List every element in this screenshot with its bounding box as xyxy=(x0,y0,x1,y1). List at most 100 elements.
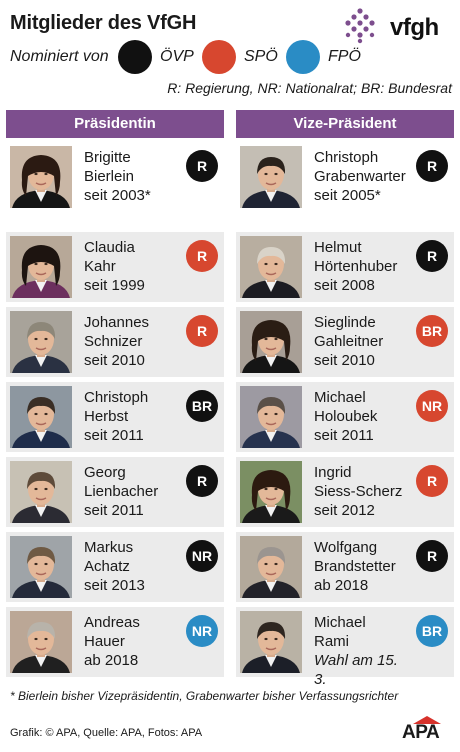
member-card: Wolfgang Brandstetter ab 2018 R xyxy=(236,532,454,602)
member-card: Claudia Kahr seit 1999 R xyxy=(6,232,224,302)
apa-triangle-icon xyxy=(413,716,441,724)
nomination-badge: R xyxy=(186,315,218,347)
member-last-name: Kahr xyxy=(84,258,116,275)
member-card: Andreas Hauer ab 2018 NR xyxy=(6,607,224,677)
column-header-president: Präsidentin xyxy=(6,110,224,138)
apa-logo-text: APA xyxy=(402,722,440,743)
member-info: Claudia Kahr seit 1999 xyxy=(84,238,184,295)
member-card: Christoph Grabenwarter seit 2005* R xyxy=(236,142,454,216)
legend-dot xyxy=(286,40,320,74)
member-last-name: Grabenwarter xyxy=(314,168,406,185)
portrait-photo xyxy=(10,461,72,523)
member-info: Helmut Hörtenhuber seit 2008 xyxy=(314,238,414,295)
portrait-photo xyxy=(10,536,72,598)
logo-text: vfgh xyxy=(390,14,439,41)
member-first-name: Brigitte xyxy=(84,149,131,166)
portrait-photo xyxy=(240,311,302,373)
member-info: Johannes Schnizer seit 2010 xyxy=(84,313,184,370)
member-last-name: Hörtenhuber xyxy=(314,258,398,275)
member-info: Christoph Grabenwarter seit 2005* xyxy=(314,148,414,205)
member-since: seit 2012 xyxy=(314,502,375,519)
legend-label: Nominiert von xyxy=(10,48,109,65)
member-card: Christoph Herbst seit 2011 BR xyxy=(6,382,224,452)
member-since: seit 2003* xyxy=(84,187,151,204)
member-last-name: Gahleitner xyxy=(314,333,384,350)
member-first-name: Helmut xyxy=(314,239,362,256)
member-info: Christoph Herbst seit 2011 xyxy=(84,388,184,445)
member-first-name: Michael xyxy=(314,614,366,631)
vfgh-logo: vfgh xyxy=(340,8,452,46)
member-last-name: Rami xyxy=(314,633,350,650)
abbreviations-note: R: Regierung, NR: Nationalrat; BR: Bunde… xyxy=(167,80,452,96)
member-last-name: Schnizer xyxy=(84,333,143,350)
nomination-badge: R xyxy=(416,465,448,497)
portrait-photo xyxy=(240,236,302,298)
party-legend: Nominiert von ÖVP SPÖ FPÖ xyxy=(10,40,450,74)
member-since: seit 2013 xyxy=(84,577,145,594)
member-since: seit 2011 xyxy=(84,427,144,444)
dots-icon xyxy=(345,8,375,44)
legend-name: ÖVP xyxy=(160,48,194,65)
member-since: seit 2011 xyxy=(314,427,374,444)
nomination-badge: BR xyxy=(416,615,448,647)
member-since: seit 2010 xyxy=(314,352,375,369)
member-first-name: Andreas xyxy=(84,614,140,631)
portrait-photo xyxy=(10,611,72,673)
portrait-photo xyxy=(10,386,72,448)
nomination-badge: BR xyxy=(186,390,218,422)
footnote: * Bierlein bisher Vizepräsidentin, Grabe… xyxy=(10,689,399,703)
member-since: seit 1999 xyxy=(84,277,145,294)
member-card: Michael Rami Wahl am 15. 3. BR xyxy=(236,607,454,688)
member-info: Brigitte Bierlein seit 2003* xyxy=(84,148,184,205)
member-since: Wahl am 15. 3. xyxy=(314,652,398,688)
member-since: ab 2018 xyxy=(314,577,369,594)
member-first-name: Markus xyxy=(84,539,134,556)
member-info: Sieglinde Gahleitner seit 2010 xyxy=(314,313,414,370)
member-last-name: Holoubek xyxy=(314,408,378,425)
member-card: Johannes Schnizer seit 2010 R xyxy=(6,307,224,377)
portrait-photo xyxy=(240,386,302,448)
nomination-badge: NR xyxy=(186,615,218,647)
member-info: Michael Rami Wahl am 15. 3. xyxy=(314,613,414,689)
credits: Grafik: © APA, Quelle: APA, Fotos: APA xyxy=(10,727,203,739)
nomination-badge: R xyxy=(416,150,448,182)
member-last-name: Hauer xyxy=(84,633,125,650)
portrait-photo xyxy=(10,146,72,208)
member-card: Ingrid Siess-Scherz seit 2012 R xyxy=(236,457,454,527)
portrait-photo xyxy=(240,611,302,673)
member-card: Sieglinde Gahleitner seit 2010 BR xyxy=(236,307,454,377)
nomination-badge: R xyxy=(186,465,218,497)
nomination-badge: R xyxy=(416,540,448,572)
portrait-photo xyxy=(240,461,302,523)
apa-logo: APA xyxy=(402,716,452,743)
member-card: Helmut Hörtenhuber seit 2008 R xyxy=(236,232,454,302)
portrait-photo xyxy=(10,236,72,298)
member-since: ab 2018 xyxy=(84,652,139,669)
member-last-name: Herbst xyxy=(84,408,129,425)
legend-dot xyxy=(118,40,152,74)
nomination-badge: BR xyxy=(416,315,448,347)
member-since: seit 2010 xyxy=(84,352,145,369)
member-info: Markus Achatz seit 2013 xyxy=(84,538,184,595)
member-since: seit 2008 xyxy=(314,277,375,294)
member-first-name: Michael xyxy=(314,389,366,406)
member-first-name: Sieglinde xyxy=(314,314,376,331)
legend-dot xyxy=(202,40,236,74)
member-info: Andreas Hauer ab 2018 xyxy=(84,613,184,670)
nomination-badge: R xyxy=(186,150,218,182)
member-since: seit 2011 xyxy=(84,502,144,519)
nomination-badge: R xyxy=(416,240,448,272)
member-card: Georg Lienbacher seit 2011 R xyxy=(6,457,224,527)
member-last-name: Brandstetter xyxy=(314,558,396,575)
column-header-vice-president: Vize-Präsident xyxy=(236,110,454,138)
member-card: Brigitte Bierlein seit 2003* R xyxy=(6,142,224,216)
member-info: Ingrid Siess-Scherz seit 2012 xyxy=(314,463,414,520)
member-info: Georg Lienbacher seit 2011 xyxy=(84,463,184,520)
member-first-name: Johannes xyxy=(84,314,150,331)
member-info: Michael Holoubek seit 2011 xyxy=(314,388,414,445)
portrait-photo xyxy=(240,536,302,598)
nomination-badge: R xyxy=(186,240,218,272)
member-card: Michael Holoubek seit 2011 NR xyxy=(236,382,454,452)
member-last-name: Achatz xyxy=(84,558,130,575)
member-first-name: Christoph xyxy=(84,389,149,406)
